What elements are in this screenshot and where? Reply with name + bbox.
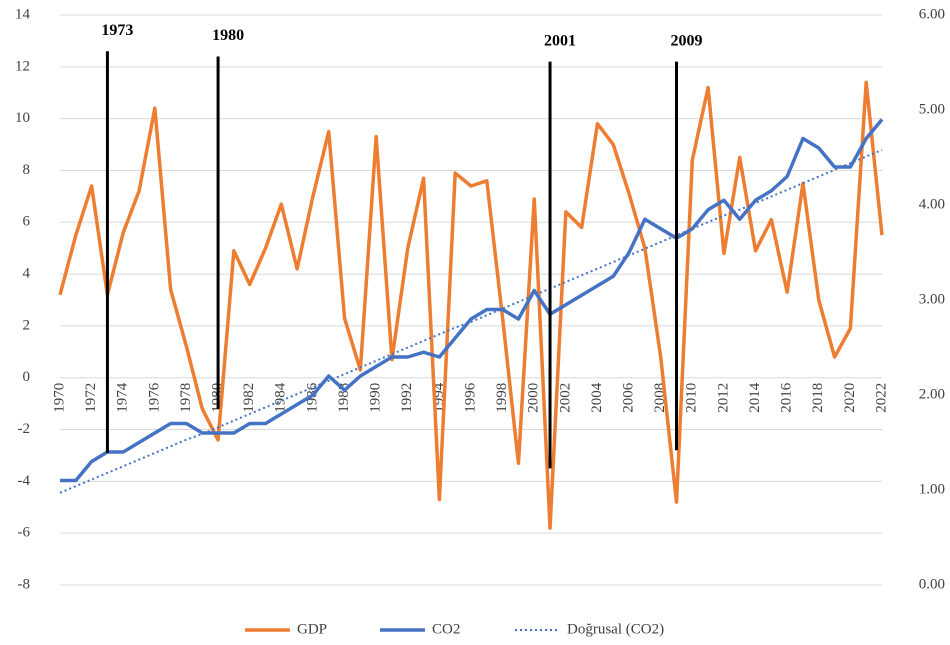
event-label: 1973 [101,22,133,39]
x-tick-label: 1982 [241,383,257,413]
x-tick-label: 1990 [368,383,384,413]
x-tick-label: 2000 [526,383,542,413]
event-label: 1980 [212,27,244,44]
x-tick-label: 2016 [779,382,795,413]
y2-tick-label: 3.00 [919,291,945,307]
y-tick-label: -4 [18,473,31,489]
y2-tick-label: 0.00 [919,576,945,592]
y-tick-label: 10 [15,110,30,126]
x-tick-label: 2002 [557,383,573,413]
y-tick-label: 12 [15,58,30,74]
y-tick-label: 8 [23,162,31,178]
y-tick-label: 2 [23,317,31,333]
legend-label: CO2 [432,621,460,637]
x-tick-label: 1988 [336,383,352,413]
x-tick-label: 2022 [873,383,889,413]
y2-tick-label: 5.00 [919,101,945,117]
x-tick-label: 1972 [83,383,99,413]
x-tick-label: 2018 [810,383,826,413]
x-tick-label: 2012 [715,383,731,413]
x-tick-label: 1984 [273,382,289,413]
event-label: 2001 [544,32,576,49]
y2-tick-label: 6.00 [919,6,945,22]
x-tick-label: 1974 [115,382,131,413]
x-tick-label: 1992 [399,383,415,413]
y-tick-label: 6 [23,214,31,230]
y-tick-label: -2 [18,421,31,437]
x-tick-label: 1970 [51,383,67,413]
x-tick-label: 1978 [178,383,194,413]
x-tick-label: 2014 [747,382,763,413]
y-tick-label: -6 [18,525,31,541]
y2-tick-label: 4.00 [919,196,945,212]
legend-label: GDP [297,621,327,637]
series-line [60,118,884,483]
y-tick-label: 14 [15,6,31,22]
y2-tick-label: 2.00 [919,386,945,402]
y-tick-label: 4 [23,266,31,282]
series-line [58,80,884,530]
x-tick-label: 2010 [684,383,700,413]
x-tick-label: 1976 [146,382,162,413]
y-tick-label: -8 [18,576,31,592]
event-label: 2009 [671,32,703,49]
x-tick-label: 1998 [494,383,510,413]
legend-label: Doğrusal (CO2) [567,621,664,637]
x-tick-label: 1996 [462,382,478,413]
y-tick-label: 0 [23,369,31,385]
x-tick-label: 2004 [589,382,605,413]
x-tick-label: 2020 [842,383,858,413]
y2-tick-label: 1.00 [919,481,945,497]
series-line [59,148,883,494]
x-tick-label: 2006 [621,382,637,413]
